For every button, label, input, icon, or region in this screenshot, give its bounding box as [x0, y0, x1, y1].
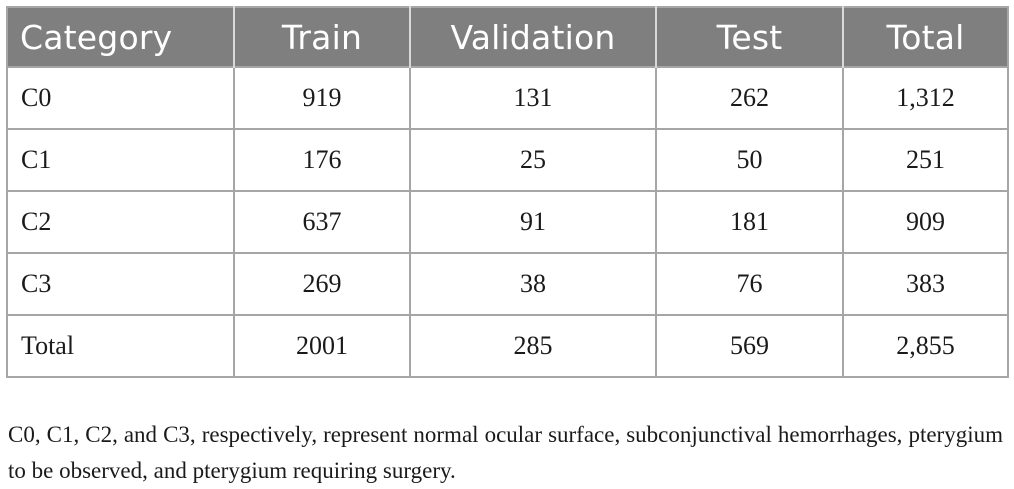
cell-test: 262	[655, 66, 843, 129]
header-category: Category	[20, 17, 173, 57]
cell-category: C1	[7, 128, 234, 191]
cell-validation: 38	[409, 252, 656, 315]
table-row-total: Total 2001 285 569 2,855	[7, 314, 1008, 377]
cell-validation: 285	[409, 314, 656, 377]
cell-category: Total	[7, 314, 234, 377]
cell-validation: 25	[409, 128, 656, 191]
cell-train: 919	[233, 66, 410, 129]
cell-test: 76	[655, 252, 843, 315]
cell-train: 2001	[233, 314, 410, 377]
table-header: Category Train Validation Test Total	[7, 7, 1008, 67]
dataset-split-table-container: Category Train Validation Test Total C0 …	[6, 6, 1009, 378]
table-row: C0 919 131 262 1,312	[7, 66, 1008, 129]
cell-category: C0	[7, 66, 234, 129]
table-row: C2 637 91 181 909	[7, 190, 1008, 253]
cell-category: C2	[7, 190, 234, 253]
cell-train: 269	[233, 252, 410, 315]
cell-test: 569	[655, 314, 843, 377]
cell-total: 1,312	[842, 66, 1008, 129]
cell-total: 383	[842, 252, 1008, 315]
cell-train: 637	[233, 190, 410, 253]
cell-total: 909	[842, 190, 1008, 253]
table-row: C3 269 38 76 383	[7, 252, 1008, 315]
cell-test: 50	[655, 128, 843, 191]
cell-validation: 131	[409, 66, 656, 129]
table-body: C0 919 131 262 1,312 C1 176 25 50 251 C2…	[7, 66, 1008, 377]
table-row: C1 176 25 50 251	[7, 128, 1008, 191]
table-footnote: C0, C1, C2, and C3, respectively, repres…	[8, 422, 1003, 483]
header-row: Category Train Validation Test Total	[7, 7, 1008, 67]
cell-train: 176	[233, 128, 410, 191]
cell-total: 251	[842, 128, 1008, 191]
cell-test: 181	[655, 190, 843, 253]
dataset-split-table: Category Train Validation Test Total C0 …	[6, 6, 1009, 378]
header-total: Total	[842, 7, 1008, 67]
cell-category: C3	[7, 252, 234, 315]
cell-total: 2,855	[842, 314, 1008, 377]
header-test: Test	[655, 7, 843, 67]
header-validation: Validation	[409, 7, 656, 67]
cell-validation: 91	[409, 190, 656, 253]
header-train: Train	[233, 7, 410, 67]
